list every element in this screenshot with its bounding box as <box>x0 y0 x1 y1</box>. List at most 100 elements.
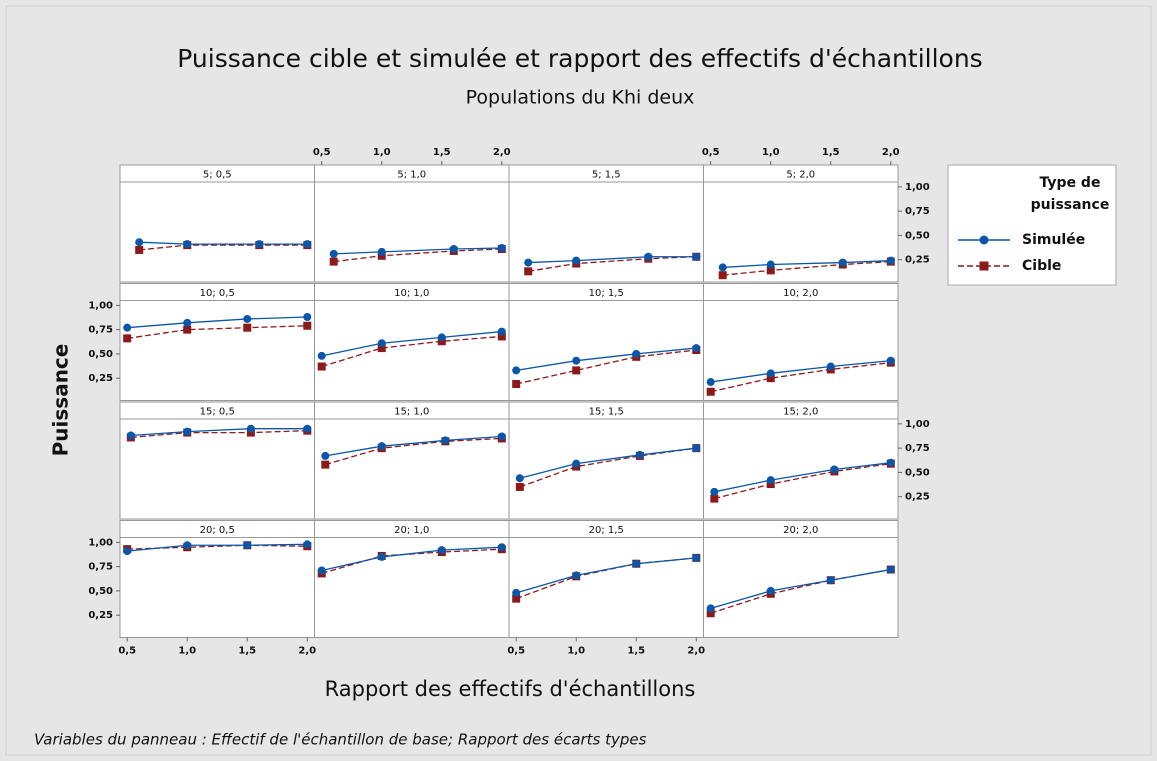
point <box>183 318 192 327</box>
series-line <box>710 361 891 393</box>
y-axis-label: Puissance <box>49 344 73 457</box>
point <box>123 547 132 556</box>
point <box>123 323 132 332</box>
y-tick-label: 1,00 <box>905 419 930 430</box>
panel <box>508 181 704 283</box>
panel <box>119 181 315 283</box>
point <box>317 351 326 360</box>
point <box>635 450 644 459</box>
legend <box>947 164 1117 286</box>
point <box>766 374 775 383</box>
legend-label: Cible <box>1022 258 1061 274</box>
chart-subtitle: Populations du Khi deux <box>466 87 695 109</box>
x-tick-label: 1,0 <box>178 646 196 657</box>
point <box>706 604 715 613</box>
y-tick-label: 0,25 <box>905 255 930 266</box>
point <box>524 267 533 276</box>
point <box>317 362 326 371</box>
series-line <box>528 256 697 272</box>
x-tick-label: 1,5 <box>627 646 645 657</box>
point <box>766 586 775 595</box>
series-line <box>130 428 308 437</box>
y-tick-label: 0,50 <box>905 467 930 478</box>
point <box>886 256 895 265</box>
point <box>886 565 895 574</box>
point <box>706 378 715 387</box>
series-line <box>321 335 502 368</box>
panel-title: 5; 1,5 <box>592 170 621 181</box>
y-tick-label: 0,75 <box>88 562 113 573</box>
x-tick-label: 1,5 <box>238 646 256 657</box>
panel <box>703 418 899 520</box>
series-line <box>333 247 502 255</box>
panel-title: 15; 1,5 <box>589 407 624 418</box>
panel <box>314 181 510 283</box>
x-tick-label: 1,5 <box>822 147 840 158</box>
panel <box>119 300 315 401</box>
point <box>243 314 252 323</box>
y-tick-label: 0,25 <box>905 492 930 503</box>
point <box>303 313 312 322</box>
point <box>706 387 715 396</box>
point <box>126 431 135 440</box>
series-line <box>321 330 502 357</box>
point <box>632 559 641 568</box>
panel <box>508 537 704 638</box>
point <box>512 594 521 603</box>
point <box>243 323 252 332</box>
point <box>766 266 775 275</box>
point <box>512 588 521 597</box>
panel-title: 5; 1,0 <box>397 170 426 181</box>
x-tick-label: 0,5 <box>507 646 525 657</box>
panel-title: 10; 1,5 <box>589 288 624 299</box>
panel <box>703 300 899 401</box>
point <box>512 366 521 375</box>
point <box>572 571 581 580</box>
series-line <box>127 543 308 552</box>
point <box>321 451 330 460</box>
series-line <box>710 568 891 609</box>
panel-title: 5; 0,5 <box>203 170 232 181</box>
point <box>692 344 701 353</box>
point <box>632 349 641 358</box>
point <box>255 240 264 249</box>
panel <box>508 418 704 520</box>
point <box>377 442 386 451</box>
x-tick-label: 2,0 <box>493 147 511 158</box>
series-line <box>139 244 308 251</box>
point <box>135 245 144 254</box>
point <box>377 247 386 256</box>
point <box>317 566 326 575</box>
point <box>644 252 653 261</box>
point <box>303 321 312 330</box>
series-line <box>127 325 308 340</box>
series-line <box>528 256 697 264</box>
point <box>718 263 727 272</box>
point <box>572 366 581 375</box>
point <box>497 432 506 441</box>
legend-title: Type de puissance <box>1030 175 1110 213</box>
panel <box>703 181 899 283</box>
panel-title: 5; 2,0 <box>786 170 815 181</box>
series-line <box>325 437 502 466</box>
point <box>183 325 192 334</box>
series-line <box>516 347 697 372</box>
point <box>437 546 446 555</box>
point <box>515 482 524 491</box>
point <box>329 249 338 258</box>
point <box>183 541 192 550</box>
series-line <box>321 546 502 572</box>
point <box>377 339 386 348</box>
point <box>766 260 775 269</box>
panel-title: 20; 1,0 <box>394 525 429 536</box>
point <box>572 459 581 468</box>
legend-marker <box>979 235 989 245</box>
series-line <box>516 557 697 594</box>
y-tick-label: 0,25 <box>88 610 113 621</box>
panel <box>314 418 510 520</box>
point <box>497 327 506 336</box>
legend-marker <box>979 261 989 271</box>
series-line <box>722 259 891 269</box>
point <box>886 458 895 467</box>
